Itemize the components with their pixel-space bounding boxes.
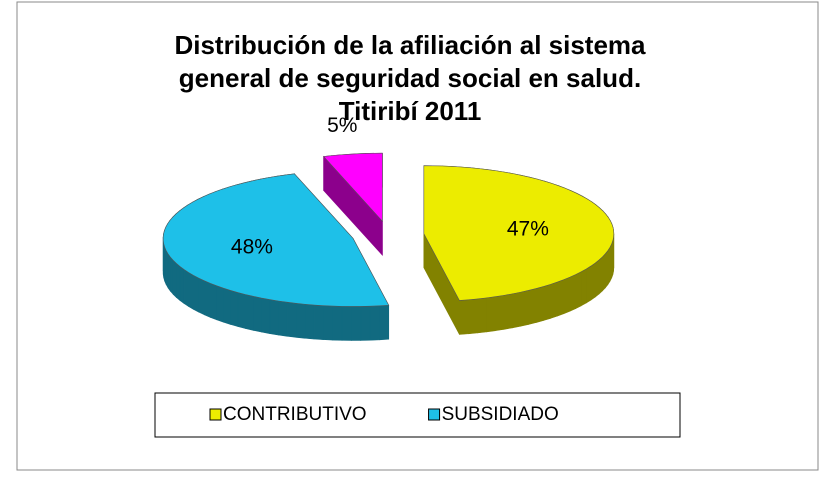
- slice-side: [253, 295, 262, 333]
- slice-side: [351, 306, 362, 341]
- slice-side: [188, 271, 194, 310]
- slice-side: [261, 297, 271, 334]
- slice-side: [557, 279, 565, 317]
- slice-side: [543, 283, 551, 321]
- slice-side: [594, 259, 600, 298]
- chart-title: Titiribí 2011: [339, 96, 482, 126]
- slice-side: [193, 274, 200, 313]
- slice-side: [511, 291, 521, 329]
- chart-title: general de seguridad social en salud.: [179, 63, 641, 93]
- slice: [423, 165, 615, 335]
- slice-side: [379, 304, 390, 341]
- slice-side: [607, 246, 611, 286]
- slice-side: [605, 249, 609, 289]
- legend: CONTRIBUTIVO SUBSIDIADO: [209, 404, 559, 425]
- slice-side: [223, 287, 231, 325]
- slice-side: [204, 280, 211, 318]
- slice-side: [369, 305, 380, 341]
- slice-side: [170, 256, 174, 296]
- slice-side: [477, 297, 487, 334]
- data-label: 47%: [507, 218, 549, 241]
- slice-side: [230, 290, 239, 327]
- slice-side: [550, 281, 558, 319]
- slice-side: [245, 294, 254, 331]
- slice-side: [176, 262, 181, 302]
- slice-side: [295, 302, 306, 339]
- slice-side: [528, 288, 537, 325]
- pie: 5% 47% 48%: [162, 114, 615, 341]
- slice-side: [575, 271, 582, 309]
- slice-side: [535, 286, 544, 323]
- data-label: 48%: [231, 235, 273, 258]
- slice-top: [162, 173, 390, 307]
- slice-side: [304, 303, 315, 340]
- slice-side: [459, 299, 469, 335]
- slice-top: [323, 152, 383, 222]
- slice-side: [237, 292, 246, 329]
- slice-side: [323, 305, 333, 341]
- slice-side: [503, 293, 513, 330]
- legend-swatch: [428, 408, 441, 421]
- slice-side: [167, 252, 171, 292]
- slice-side: [494, 295, 505, 332]
- slice-side: [332, 305, 343, 341]
- slice-side: [216, 285, 224, 323]
- legend-box: [154, 392, 681, 438]
- slice-side: [590, 262, 596, 301]
- legend-label: SUBSIDIADO: [442, 404, 559, 425]
- slice-side: [598, 256, 603, 295]
- slice-top: [423, 165, 615, 301]
- slice-side: [569, 274, 577, 312]
- legend-swatch: [209, 408, 222, 421]
- slice-side: [172, 259, 177, 299]
- slice-side: [183, 268, 189, 308]
- slice: [323, 152, 383, 256]
- legend-label: CONTRIBUTIVO: [223, 404, 367, 425]
- slice-side: [486, 296, 496, 333]
- slice-side: [468, 298, 478, 335]
- slice-side: [580, 268, 587, 307]
- slice-side: [585, 265, 592, 304]
- chart-frame: [16, 1, 819, 471]
- slice-side: [269, 299, 279, 336]
- chart-title: Distribución de la afiliación al sistema: [174, 30, 646, 60]
- slice-side: [198, 277, 205, 316]
- slice-side: [210, 282, 218, 321]
- data-label: 5%: [327, 114, 357, 137]
- slice-side: [341, 306, 352, 341]
- slice-side: [563, 276, 571, 315]
- slice-side: [179, 265, 185, 305]
- slice-side: [360, 305, 371, 341]
- slice-side: [313, 304, 324, 340]
- slice-side: [602, 252, 606, 292]
- slice-side: [278, 300, 288, 337]
- slice-side: [520, 290, 529, 327]
- slice-side: [286, 301, 297, 338]
- slice: [162, 173, 390, 341]
- title: Distribución de la afiliación al sistema…: [174, 30, 646, 126]
